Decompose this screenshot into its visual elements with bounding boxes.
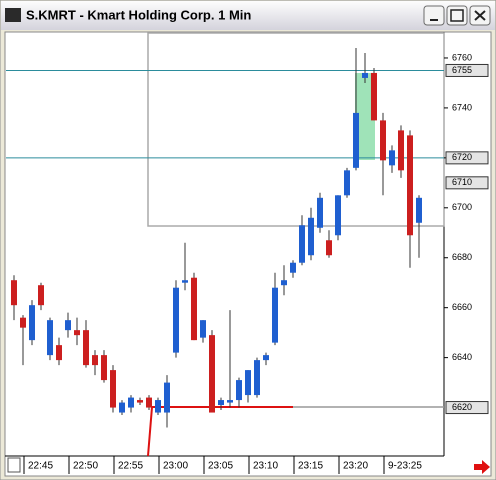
window-title: S.KMRT - Kmart Holding Corp. 1 Min [26,7,251,22]
candle-body [137,400,143,403]
y-tick-label: 6700 [452,202,472,212]
candle-body [20,317,26,328]
candle-body [182,280,188,283]
candle-body [317,197,323,228]
candle-body [290,262,296,273]
candle-body [353,112,359,168]
window-buttons[interactable] [423,5,491,26]
minimize-icon [430,19,438,21]
x-tick-label: 23:15 [298,461,323,472]
y-tick-label: 6680 [452,252,472,262]
candle-body [146,397,152,408]
candle-body [47,320,53,356]
candle-body [173,287,179,353]
y-tick-label: 6740 [452,102,472,112]
candle-body [335,195,341,236]
candle-body [416,197,422,223]
candle-body [74,330,80,336]
candle-body [389,150,395,166]
candle-body [245,370,251,396]
y-tick-label: 6640 [452,352,472,362]
x-tick-label: 22:50 [73,461,98,472]
candle-body [38,285,44,306]
price-marker-label: 6720 [452,152,472,162]
candle-body [110,370,116,408]
chart-area [4,31,492,477]
candle-body [281,280,287,286]
candle-body [200,320,206,338]
candle-body [155,400,161,413]
app-icon [5,8,21,22]
candle-body [65,320,71,331]
candle-body [218,400,224,406]
price-marker-label: 6755 [452,65,472,75]
x-tick-label: 9-23:25 [388,461,422,472]
x-tick-label: 22:45 [28,461,53,472]
plot: 6640666066806700672067406760675567206710… [6,47,489,474]
price-marker-box [445,151,489,165]
y-tick-label: 6760 [452,52,472,62]
candle-body [83,330,89,366]
candle-body [128,397,134,408]
price-marker-label: 6620 [452,402,472,412]
candle-body [11,280,17,306]
price-marker-label: 6710 [452,177,472,187]
title-bar [1,1,495,30]
minimize-button[interactable] [423,5,445,26]
selection-rectangle [147,32,445,227]
x-tick-label: 23:05 [208,461,233,472]
price-marker-box [445,401,489,415]
x-tick-label: 22:55 [118,461,143,472]
candle-body [209,335,215,413]
price-marker-box [445,63,489,77]
candle-body [92,355,98,366]
candle-body [326,240,332,256]
candle-body [371,72,377,121]
candle-body [344,170,350,196]
candle-body [29,305,35,341]
candle-body [254,360,260,396]
candle-body [227,400,233,403]
x-tick-label: 23:20 [343,461,368,472]
candle-body [398,130,404,171]
close-icon [474,10,486,21]
candle-body [263,355,269,361]
candle-body [407,135,413,236]
candle-body [272,287,278,343]
x-tick-label: 23:10 [253,461,278,472]
corner-box[interactable] [7,457,21,473]
candle-body [362,72,368,78]
maximize-button[interactable] [446,5,468,26]
scroll-arrow[interactable] [474,460,490,474]
candle-body [380,120,386,161]
price-marker-box [445,176,489,190]
candle-body [101,355,107,381]
x-tick-label: 23:00 [163,461,188,472]
candle-body [191,277,197,341]
candle-body [236,380,242,401]
candle-body [56,345,62,361]
maximize-icon [450,9,464,22]
y-tick-label: 6660 [452,302,472,312]
candle-body [299,225,305,263]
candle-body [308,217,314,256]
candle-body [119,402,125,413]
candle-body [164,382,170,413]
highlight-box [355,73,375,160]
